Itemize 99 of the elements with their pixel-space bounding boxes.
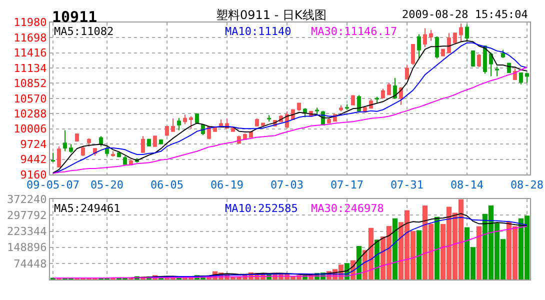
candlestick [81,146,85,157]
x-tick-label: 07-03 [270,178,304,192]
chart-subtitle: 塑料0911 - 日K线图 [216,8,326,22]
candlestick [315,107,319,116]
bar [434,216,440,280]
candlestick [99,136,103,147]
y-tick-label: 148896 [7,241,47,254]
x-tick-label: 07-31 [390,178,424,192]
candlestick [411,43,415,66]
candlestick [87,138,91,147]
candlestick [519,72,523,85]
y-tick-label: 223344 [7,225,48,238]
bar [416,230,422,280]
candlestick [57,146,61,168]
candlestick [171,118,175,132]
y-tick-label: 10006 [14,122,47,136]
candlestick [393,77,397,100]
text: MA10:252585 [225,202,298,215]
line-series [52,226,528,278]
bar [392,218,398,280]
candlestick [495,66,499,77]
text: MA30:11146.17 [311,25,398,38]
text: MA10:11140 [225,25,292,38]
x-tick-label: 08-14 [450,178,484,192]
y-tick-label: 10570 [14,92,47,106]
candlestick [417,34,421,58]
y-tick-label: 11980 [14,16,47,30]
candlestick [459,22,463,42]
candlestick [75,132,79,142]
y-tick-label: 297792 [7,209,47,222]
line-series [52,66,528,174]
candlestick [441,48,445,57]
candlestick [261,122,265,126]
candlestick [525,72,529,84]
y-tick-label: 10852 [14,77,47,90]
candlestick [351,94,355,106]
candlestick [189,116,193,130]
candlestick [147,138,151,147]
x-tick-label: 09-05-07 [26,178,80,192]
y-tick-label: 9724 [20,138,48,151]
chart-title: 10911 [52,8,98,26]
candlestick [423,28,427,48]
candlestick [387,82,391,96]
candlestick [51,152,55,163]
y-tick-label: 11698 [14,31,47,44]
candlestick [453,32,457,44]
candlestick [165,125,169,137]
candlestick [465,24,469,42]
candlestick [513,68,517,81]
candlestick [435,36,439,59]
x-tick-label: 06-19 [210,178,244,192]
candlestick [63,130,67,152]
candlestick [111,150,115,158]
text: MA5:11082 [54,25,114,38]
candlestick [477,54,481,68]
bar [476,226,482,280]
candlestick [105,146,109,157]
candlestick [267,114,271,122]
text: MA5:249461 [54,202,120,215]
text: 2009-08-28 15:45:04 [402,8,528,21]
text: MA30:246978 [311,202,384,215]
y-tick-label: 10288 [14,107,47,120]
candlestick [159,138,163,145]
candlestick [153,135,157,148]
x-tick-label: 08-28 [510,178,544,192]
candlestick [381,88,385,99]
candlestick [195,113,199,124]
candlestick [207,125,211,140]
candlestick [447,32,451,54]
candlestick [303,108,307,118]
y-tick-label: 372240 [7,193,47,206]
candlestick [177,117,181,131]
candlestick [297,102,301,112]
candlestick [327,118,331,124]
x-tick-label: 06-05 [150,178,184,192]
candlestick [429,29,433,42]
candlestick [231,127,235,132]
candlestick [405,64,409,80]
candlestick [489,52,493,77]
y-tick-label: 11134 [14,62,48,75]
y-tick-label: 9442 [20,153,47,166]
candlestick [399,86,403,106]
y-tick-label: 74448 [14,257,47,270]
candlestick [123,156,127,166]
candlestick [339,104,343,112]
candlestick [141,136,145,154]
candlestick [357,94,361,112]
x-tick-label: 05-20 [90,178,124,192]
candlestick [471,50,475,68]
candlestick [69,144,73,154]
y-tick-label: 11416 [14,46,47,60]
y-tick-label: 9160 [20,168,47,182]
candlestick [345,104,349,110]
candlestick [255,118,259,127]
x-tick-label: 07-17 [330,178,364,192]
candlestick [375,96,379,104]
candlestick [183,114,187,125]
candlestick [501,49,505,58]
candlestick [483,45,487,74]
